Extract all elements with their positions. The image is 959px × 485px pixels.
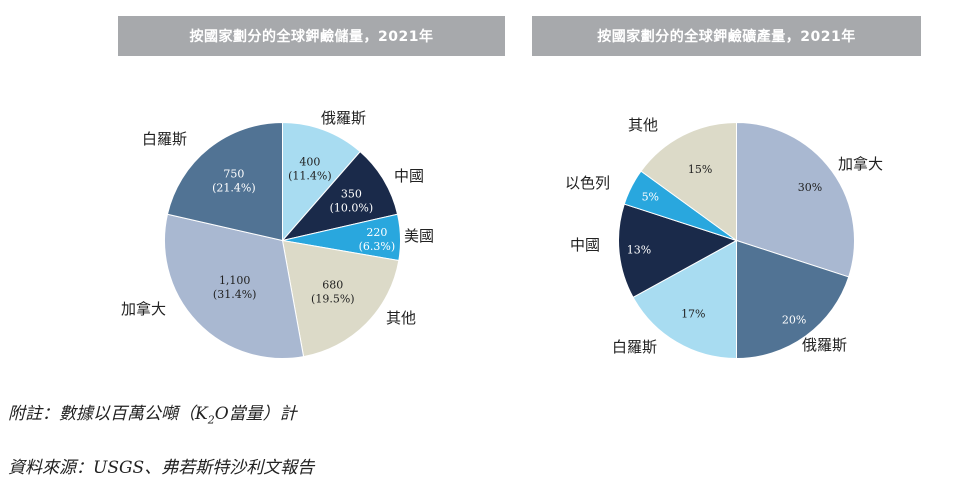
reserves-slice <box>281 239 400 358</box>
source-note: 資料來源：USGS、弗若斯特沙利文報告 <box>8 458 315 478</box>
production-label-russia: 俄羅斯 <box>802 336 848 354</box>
reserves-value-label: 680 (19.5%) <box>311 278 355 305</box>
production-value-label: 30% <box>798 181 822 194</box>
reserves-label-china: 中國 <box>394 167 425 185</box>
production-slice <box>736 239 850 360</box>
reserves-pie-chart: 400 (11.4%) 350 (10.0%) 220 (6.3%)680 (19.5%) 1… <box>164 121 401 359</box>
production-slice <box>736 121 855 278</box>
production-pie-chart: 30% 20% 17% 13% 5% 15% <box>618 121 855 360</box>
reserves-slice <box>166 121 283 242</box>
reserves-label-usa: 美國 <box>404 227 435 245</box>
reserves-label-canada: 加拿大 <box>121 300 167 318</box>
reserves-value-label: 220 (6.3%) <box>359 226 396 253</box>
production-value-label: 13% <box>627 244 651 257</box>
production-label-canada: 加拿大 <box>838 155 884 173</box>
reserves-label-russia: 俄羅斯 <box>321 109 367 127</box>
production-chart-title: 按國家劃分的全球鉀鹼礦產量，2021年 <box>532 16 921 56</box>
reserves-chart-title: 按國家劃分的全球鉀鹼儲量，2021年 <box>118 16 505 56</box>
reserves-label-belarus: 白羅斯 <box>142 130 188 148</box>
footnote: 附註：數據以百萬公噸（K2O當量）計 <box>8 404 297 427</box>
production-label-others: 其他 <box>628 116 659 134</box>
production-slice <box>632 239 737 360</box>
production-label-israel: 以色列 <box>565 174 611 192</box>
production-slice <box>640 121 737 242</box>
production-value-label: 20% <box>782 314 806 327</box>
reserves-value-label: 750 (21.4%) <box>212 168 256 195</box>
production-value-label: 5% <box>642 191 659 204</box>
reserves-label-others: 其他 <box>386 309 417 327</box>
production-value-label: 15% <box>688 163 712 176</box>
production-value-label: 17% <box>681 308 705 321</box>
reserves-slice <box>281 150 399 242</box>
reserves-value-label: 1,100 (31.4%) <box>213 274 257 301</box>
production-slice <box>618 203 738 299</box>
reserves-slice <box>282 121 361 242</box>
production-label-china: 中國 <box>570 236 601 254</box>
production-label-belarus: 白羅斯 <box>612 338 658 356</box>
reserves-value-label: 400 (11.4%) <box>288 156 332 183</box>
reserves-value-label: 350 (10.0%) <box>330 187 374 214</box>
reserves-slice <box>164 213 305 359</box>
